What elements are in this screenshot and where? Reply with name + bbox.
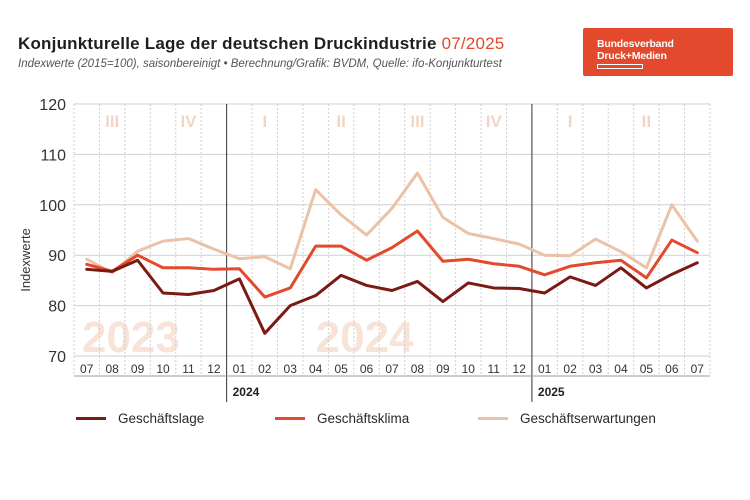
x-tick-label: 03 [589,362,603,376]
legend-item: Geschäftsklima [275,406,409,430]
x-tick-label: 12 [513,362,527,376]
quarter-label: I [568,112,573,131]
series-line-geschäftslage [85,258,699,335]
x-tick-label: 10 [156,362,170,376]
x-tick-label: 08 [105,362,119,376]
series-line-geschäftsklima [85,229,699,299]
legend-item: Geschäftslage [76,406,204,430]
chart-title-date: 07/2025 [441,34,505,53]
quarter-label: III [410,112,424,131]
legend-item: Geschäftserwartungen [478,406,656,430]
legend-label: Geschäftsklima [317,410,410,426]
quarter-label: III [105,112,119,131]
x-tick-label: 05 [334,362,348,376]
x-tick-label: 03 [284,362,298,376]
x-tick-label: 07 [80,362,94,376]
x-tick-label: 04 [309,362,323,376]
legend-swatch [275,416,305,420]
quarter-label: I [262,112,267,131]
x-tick-label: 01 [538,362,552,376]
y-tick-label: 80 [48,299,66,316]
x-year-label: 2024 [233,385,260,399]
x-tick-label: 02 [258,362,272,376]
legend-label: Geschäftserwartungen [520,410,656,426]
logo-line-2: Druck+Medien [597,50,667,62]
legend-label: Geschäftslage [118,410,205,426]
x-tick-label: 12 [207,362,221,376]
x-tick-label: 10 [462,362,476,376]
bvdm-logo: Bundesverband Druck+Medien [583,28,733,76]
logo-line-1: Bundesverband [597,38,674,50]
legend-swatch [478,416,508,420]
y-tick-label: 90 [48,248,66,265]
y-tick-label: 110 [40,147,66,164]
quarter-label: IV [486,112,503,131]
chart-title-text: Konjunkturelle Lage der deutschen Drucki… [18,34,437,53]
legend-swatch [76,416,106,420]
year-watermark: 2024 [316,313,414,362]
y-tick-label: 70 [48,349,66,366]
x-tick-label: 06 [665,362,679,376]
x-tick-label: 01 [233,362,247,376]
x-tick-label: 07 [385,362,399,376]
chart-legend: Geschäftslage Geschäftsklima Geschäftserwa… [0,406,750,430]
x-tick-label: 11 [488,362,501,376]
y-tick-label: 100 [39,198,66,215]
quarter-label: II [336,112,345,131]
quarter-label: IV [180,112,197,131]
chart-subtitle: Indexwerte (2015=100), saisonbereinigt •… [18,58,502,70]
x-year-label: 2025 [538,385,565,399]
x-tick-label: 06 [360,362,374,376]
quarter-label: II [642,112,651,131]
x-tick-label: 08 [411,362,425,376]
series-line-geschäftserwartungen [85,171,699,275]
x-tick-label: 07 [691,362,705,376]
x-tick-label: 09 [436,362,450,376]
year-watermark: 2023 [82,313,180,362]
x-tick-label: 11 [182,362,195,376]
chart-title: Konjunkturelle Lage der deutschen Drucki… [18,34,504,54]
x-tick-label: 05 [640,362,654,376]
y-axis-title: Indexwerte [18,228,33,292]
x-tick-label: 09 [131,362,145,376]
x-tick-label: 02 [563,362,577,376]
logo-bar [597,64,643,69]
x-tick-label: 04 [614,362,628,376]
y-tick-label: 120 [39,97,66,114]
